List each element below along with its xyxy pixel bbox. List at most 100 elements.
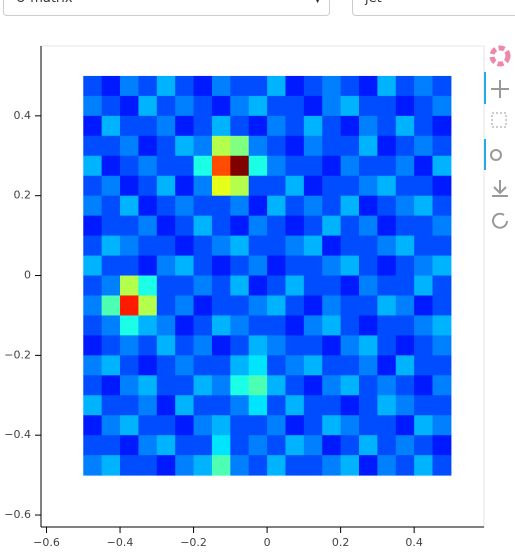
x-tick-label: 0.2 (332, 536, 350, 549)
save-tool[interactable] (492, 180, 508, 197)
heatmap-cell (414, 455, 434, 476)
heatmap-cell (211, 375, 231, 396)
bokeh-logo[interactable] (489, 45, 511, 67)
heatmap-cell (248, 95, 268, 117)
heatmap-cell (414, 295, 434, 316)
heatmap-cell (193, 235, 213, 257)
heatmap-cell (359, 435, 378, 456)
heatmap-cell (285, 175, 305, 197)
heatmap-cell (211, 135, 231, 157)
heatmap-cell (359, 455, 378, 476)
heatmap-cell (156, 75, 176, 97)
y-tick-label: −0.6 (4, 508, 31, 521)
heatmap-cell (414, 395, 434, 416)
heatmap-cell (432, 295, 452, 316)
heatmap-cell (230, 215, 250, 237)
heatmap-cell (230, 95, 250, 117)
heatmap-cell (267, 335, 286, 356)
layer-select[interactable]: U-matrix ▼ (3, 0, 330, 16)
heatmap-cell (101, 335, 121, 356)
colormap-select[interactable]: jet (352, 0, 515, 16)
heatmap-cell (322, 195, 342, 217)
heatmap-cell (377, 315, 397, 336)
heatmap-cell (175, 75, 195, 97)
heatmap-cell (248, 335, 268, 356)
heatmap-cell (248, 175, 268, 197)
heatmap-cell (211, 215, 231, 237)
heatmap-cell (303, 235, 323, 257)
heatmap-cell (267, 415, 286, 436)
heatmap-cell (138, 135, 158, 157)
y-tick-label: −0.2 (4, 348, 31, 361)
wheel-zoom-tool[interactable] (490, 149, 502, 161)
heatmap-cell (377, 375, 397, 396)
heatmap-cell (322, 115, 342, 137)
heatmap-cell (285, 435, 305, 456)
heatmap-cell (377, 415, 397, 436)
heatmap-cell (211, 355, 231, 376)
heatmap-cell (303, 335, 323, 356)
heatmap-cell (414, 195, 434, 217)
heatmap-cell (230, 195, 250, 217)
heatmap-cell (395, 355, 415, 376)
heatmap-cell (414, 175, 434, 197)
heatmap-cell (120, 235, 139, 257)
heatmap-cell (414, 235, 434, 257)
heatmap-cell (248, 215, 268, 237)
heatmap-cell (248, 135, 268, 157)
heatmap-cell (175, 195, 195, 217)
heatmap-cell (359, 375, 378, 396)
heatmap-cell (340, 135, 360, 157)
heatmap-cell (377, 155, 397, 177)
heatmap-cell (248, 255, 268, 277)
heatmap-cell (175, 315, 195, 336)
x-tick-label: −0.4 (107, 536, 134, 549)
box-zoom-tool[interactable] (491, 112, 507, 128)
heatmap-cell (101, 135, 121, 157)
heatmap-cell (359, 335, 378, 356)
heatmap-cell (340, 375, 360, 396)
heatmap-cell (156, 155, 176, 177)
heatmap-cell (395, 415, 415, 436)
heatmap-cell (138, 295, 158, 316)
heatmap-cell (211, 435, 231, 456)
heatmap-cell (175, 135, 195, 157)
heatmap-cell (156, 295, 176, 316)
heatmap-cell (303, 395, 323, 416)
heatmap-cell (285, 355, 305, 376)
heatmap-cell (83, 235, 103, 257)
heatmap-cell (377, 435, 397, 456)
heatmap-cell (303, 75, 323, 97)
heatmap-cell (395, 335, 415, 356)
heatmap-cell (120, 455, 139, 476)
heatmap-cell (267, 295, 286, 316)
heatmap-cell (303, 135, 323, 157)
heatmap-cell (83, 375, 103, 396)
heatmap-cell (432, 335, 452, 356)
heatmap-cell (340, 335, 360, 356)
heatmap-cell (267, 435, 286, 456)
heatmap-cell (377, 235, 397, 257)
heatmap-cell (267, 315, 286, 336)
heatmap-cell (432, 75, 452, 97)
heatmap-cell (285, 275, 305, 296)
heatmap-cell (83, 155, 103, 177)
heatmap-cell (83, 415, 103, 436)
pan-tool[interactable] (491, 80, 509, 98)
heatmap-cell (175, 155, 195, 177)
heatmap-cell (138, 255, 158, 277)
heatmap-cell (285, 135, 305, 157)
heatmap-cell (156, 115, 176, 137)
heatmap-cell (395, 375, 415, 396)
reset-tool[interactable] (492, 212, 508, 229)
heatmap-cell (303, 315, 323, 336)
heatmap-cell (175, 295, 195, 316)
heatmap-cell (303, 255, 323, 277)
heatmap-cell (267, 195, 286, 217)
heatmap-cell (175, 455, 195, 476)
heatmap-cell (303, 195, 323, 217)
heatmap-cell (432, 175, 452, 197)
heatmap-cell (322, 75, 342, 97)
heatmap-cell (377, 215, 397, 237)
